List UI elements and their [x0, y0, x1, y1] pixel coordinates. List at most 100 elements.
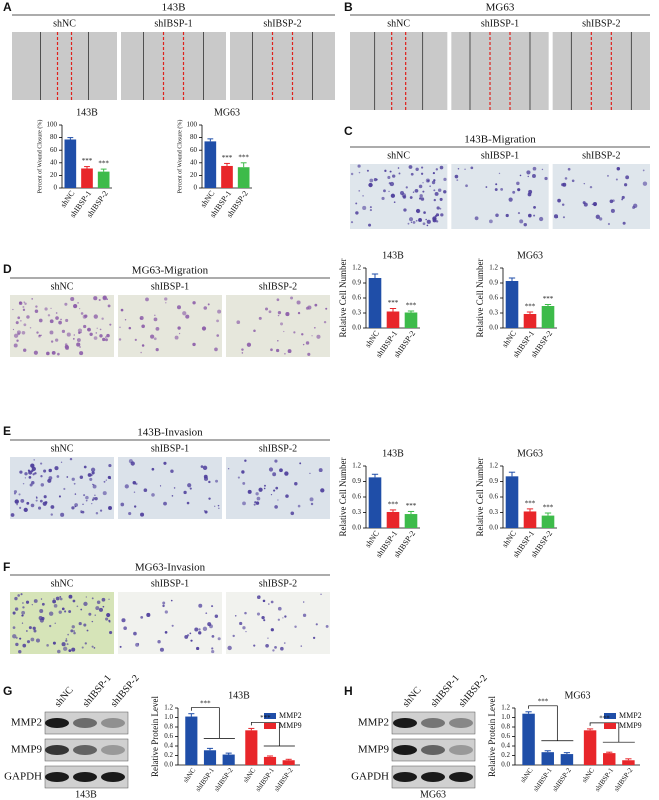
cell	[28, 470, 33, 475]
cell	[268, 467, 274, 472]
x-tick-label: shIBSP-2	[273, 766, 295, 793]
cell	[46, 351, 50, 356]
cell	[22, 308, 26, 312]
cell	[435, 220, 439, 223]
cell	[214, 614, 219, 618]
column-label: shIBSP-1	[481, 150, 519, 161]
bar	[203, 750, 217, 765]
cell	[405, 186, 408, 189]
bar	[222, 754, 235, 765]
cell	[416, 209, 420, 213]
cell	[99, 334, 103, 338]
cell	[56, 475, 60, 478]
band-label: MMP2	[11, 717, 42, 729]
bar	[583, 730, 597, 765]
lane-label: shIBSP-1	[429, 673, 462, 709]
y-tick-label: 0.3	[352, 309, 361, 317]
cell	[412, 191, 415, 193]
cell	[198, 631, 202, 635]
cell	[512, 190, 516, 194]
cell	[274, 459, 278, 463]
band-label: GAPDH	[351, 771, 389, 783]
bar	[541, 752, 554, 765]
cell	[43, 495, 47, 499]
bar	[64, 139, 77, 188]
cell	[48, 468, 52, 473]
chart-title: MG63	[517, 448, 543, 459]
y-tick-label: 0.6	[489, 294, 498, 302]
cell	[40, 334, 42, 337]
cell	[211, 605, 214, 608]
cell	[40, 483, 45, 487]
cell	[190, 639, 193, 642]
cell	[171, 624, 174, 627]
cell	[146, 612, 151, 617]
cell	[58, 320, 62, 325]
band	[73, 718, 97, 728]
cell	[60, 512, 65, 517]
cell	[198, 628, 201, 631]
cell	[357, 164, 361, 168]
cell	[128, 326, 132, 330]
bar	[505, 281, 519, 328]
y-tick-label: 0.2	[164, 751, 173, 759]
cell	[72, 599, 76, 603]
chart-title: MG63	[564, 690, 590, 701]
cell	[261, 615, 265, 620]
cell	[422, 222, 426, 226]
y-tick-label: 0.2	[501, 751, 510, 759]
band	[393, 745, 417, 755]
column-label: shNC	[387, 18, 410, 29]
cell	[211, 634, 215, 638]
cell	[277, 606, 282, 611]
cell	[561, 203, 565, 206]
cell	[155, 348, 159, 352]
cell	[247, 489, 252, 494]
cell	[232, 634, 235, 638]
cell	[607, 174, 609, 177]
cell	[74, 503, 78, 507]
cell	[294, 625, 297, 628]
cell	[36, 331, 39, 334]
legend-swatch	[264, 723, 276, 729]
cell	[244, 611, 247, 615]
cell	[422, 182, 424, 184]
cell	[214, 505, 216, 507]
cell	[35, 499, 38, 502]
cell	[14, 596, 18, 601]
cell	[523, 222, 527, 227]
cell	[91, 620, 94, 623]
cell	[102, 337, 106, 342]
cell	[12, 611, 16, 615]
cell	[18, 493, 21, 496]
cell	[519, 219, 524, 224]
x-tick-label: shNC	[500, 529, 518, 549]
cell	[157, 640, 161, 644]
cell	[516, 181, 520, 186]
micrograph	[451, 32, 549, 110]
cell	[198, 603, 203, 608]
cell	[325, 624, 329, 628]
chart-title: 143B	[382, 448, 404, 459]
cell	[24, 477, 27, 479]
cell	[47, 478, 52, 483]
cell	[91, 502, 93, 505]
cell	[642, 181, 648, 186]
band	[45, 745, 69, 755]
cell	[208, 497, 211, 500]
cell	[10, 513, 15, 517]
cell	[170, 599, 173, 602]
cell	[256, 612, 261, 616]
cell	[33, 459, 35, 461]
cell	[79, 346, 81, 348]
cell	[624, 183, 628, 187]
cell	[13, 343, 18, 348]
x-tick-label: shIBSP-2	[551, 766, 573, 793]
bar	[237, 167, 250, 188]
cell	[98, 298, 101, 302]
bar	[541, 515, 555, 528]
y-axis-label: Relative Cell Number	[338, 458, 348, 537]
chart-title: MG63	[214, 107, 240, 118]
